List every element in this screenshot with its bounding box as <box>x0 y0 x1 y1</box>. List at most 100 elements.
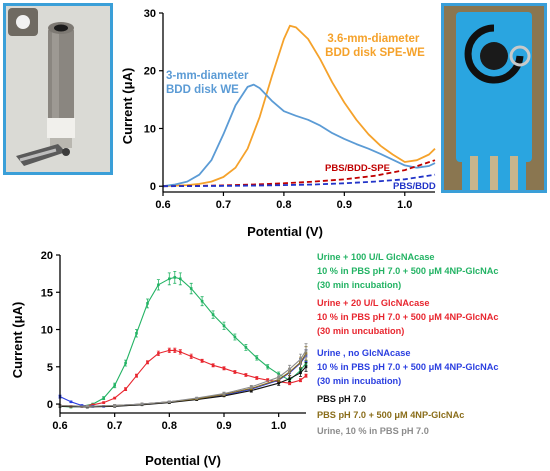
top-x-tick-label: 0.9 <box>337 199 352 211</box>
bottom-y-tick-label: 10 <box>41 325 53 337</box>
bottom-series-5-point <box>277 375 280 379</box>
bottom-series-2-point <box>80 404 84 407</box>
legend-100u-line1: Urine + 100 U/L GlcNAcase <box>317 252 435 262</box>
bottom-chart-y-axis-title: Current (μA) <box>10 302 25 379</box>
bottom-series-line-0 <box>59 276 307 408</box>
bottom-series-1-point <box>299 378 302 382</box>
legend-100u-line2: 10 % in PBS pH 7.0 + 500 μM 4NP-GlcNAc <box>317 266 499 276</box>
bottom-series-0-point <box>211 313 215 316</box>
bottom-series-1-point <box>124 387 127 391</box>
legend-entry-pbs-substrate: PBS pH 7.0 + 500 μM 4NP-GlcNAc <box>317 410 464 420</box>
bottom-series-0-point <box>157 283 160 287</box>
bottom-series-0-point <box>135 332 138 335</box>
bottom-series-1-point <box>173 349 177 352</box>
bottom-series-1-point <box>91 403 95 407</box>
top-y-tick-label: 20 <box>144 66 156 78</box>
bottom-series-5-point <box>299 358 302 361</box>
top-x-tick-label: 0.8 <box>276 199 291 211</box>
bottom-series-1-point <box>113 396 116 400</box>
bottom-series-5-point <box>222 392 226 395</box>
annotation-spe-we: 3.6-mm-diameter BDD disk SPE-WE <box>325 33 425 59</box>
bottom-series-5-point <box>195 396 198 400</box>
bottom-series-0-point <box>189 287 193 290</box>
bottom-series-line-5 <box>59 350 307 407</box>
bottom-series-1-point <box>233 370 237 374</box>
legend-no-enzyme-line2: 10 % in PBS pH 7.0 + 500 μM 4NP-GlcNAc <box>317 362 499 372</box>
bottom-series-3-point <box>299 371 302 375</box>
bottom-series-0-point <box>113 384 116 387</box>
bottom-y-tick-label: 0 <box>47 399 53 411</box>
annotation-bdd-we-line1: 3-mm-diameter <box>166 70 249 82</box>
legend-100u-line3: (30 min incubation) <box>317 280 401 290</box>
bottom-series-0-point <box>124 361 127 365</box>
annotation-bdd-we-line2: BDD disk WE <box>166 84 239 96</box>
bottom-series-0-point <box>146 302 149 305</box>
bottom-chart-series-group <box>58 271 308 409</box>
bottom-y-tick-label: 20 <box>41 250 53 262</box>
legend-20u-line2: 10 % in PBS pH 7.0 + 500 μM 4NP-GlcNAc <box>317 312 499 322</box>
top-y-tick-label: 30 <box>144 8 156 20</box>
annotation-pbs-bdd-spe: PBS/BDD-SPE <box>325 163 390 174</box>
legend-entry-20u: Urine + 20 U/L GlcNAcase 10 % in PBS pH … <box>317 298 501 336</box>
bottom-x-tick-label: 0.8 <box>162 420 177 432</box>
bottom-series-1-point <box>168 349 171 352</box>
bottom-series-5-point <box>250 385 253 389</box>
bottom-series-0-point <box>168 277 171 281</box>
annotation-spe-we-line1: 3.6-mm-diameter <box>327 33 420 45</box>
top-chart-series-group <box>162 24 436 188</box>
legend-no-enzyme-line1: Urine , no GlcNAcase <box>317 348 410 358</box>
bottom-x-tick-label: 0.7 <box>107 420 122 432</box>
bottom-series-1-point <box>179 350 182 354</box>
bottom-series-0-point <box>200 299 204 303</box>
top-x-tick-label: 0.7 <box>216 199 231 211</box>
bottom-series-3-point <box>277 381 280 385</box>
bottom-series-0-point <box>173 276 177 279</box>
top-chart: 0.6 0.7 0.8 0.9 1.0 0 10 20 30 Potential (V) Cur… <box>120 8 436 239</box>
bottom-series-1-point <box>157 352 160 355</box>
bottom-x-tick-label: 1.0 <box>271 420 286 432</box>
legend-20u-line1: Urine + 20 U/L GlcNAcase <box>317 298 429 308</box>
annotation-spe-we-line2: BDD disk SPE-WE <box>325 47 425 59</box>
bottom-series-1-point <box>189 355 193 358</box>
electrode-photo-left <box>3 3 113 175</box>
annotation-pbs-bdd: PBS/BDD <box>393 181 436 192</box>
top-x-tick-label: 1.0 <box>397 199 412 211</box>
electrode-photo-right <box>441 3 547 193</box>
annotation-bdd-we: 3-mm-diameter BDD disk WE <box>166 70 252 96</box>
legend-entry-100u: Urine + 100 U/L GlcNAcase 10 % in PBS pH… <box>317 252 501 290</box>
bottom-chart: 0.6 0.7 0.8 0.9 1.0 0 5 10 15 20 Potential (V) Cu… <box>10 250 501 468</box>
bottom-series-0-point <box>244 346 248 349</box>
bottom-series-3-point <box>250 389 253 392</box>
bottom-series-3-point <box>288 377 291 380</box>
bottom-series-5-point <box>86 405 89 408</box>
bottom-series-0-point <box>179 277 182 281</box>
bottom-series-1-point <box>102 401 105 404</box>
bottom-series-1-point <box>146 361 149 364</box>
legend-entry-urine-pbs: Urine, 10 % in PBS pH 7.0 <box>317 426 429 436</box>
bottom-series-0-point <box>266 365 269 369</box>
bottom-series-2-point <box>69 400 73 404</box>
top-x-tick-label: 0.6 <box>155 199 170 211</box>
bottom-series-0-point <box>277 372 280 376</box>
bottom-series-0-point <box>233 335 237 339</box>
bottom-chart-axes: 0.6 0.7 0.8 0.9 1.0 0 5 10 15 20 <box>41 250 306 432</box>
bottom-series-0-point <box>222 324 226 328</box>
bottom-x-tick-label: 0.9 <box>216 420 231 432</box>
top-series-line-0 <box>162 24 436 188</box>
bottom-y-tick-label: 15 <box>41 287 53 299</box>
legend-no-enzyme-line3: (30 min incubation) <box>317 376 401 386</box>
bottom-series-1-point <box>200 359 204 363</box>
bottom-series-1-point <box>266 378 269 382</box>
bottom-series-5-point <box>113 404 116 407</box>
bottom-x-tick-label: 0.6 <box>52 420 67 432</box>
top-series-line-1 <box>162 83 436 188</box>
bottom-series-1-point <box>211 364 215 367</box>
bottom-series-line-3 <box>59 366 307 408</box>
bottom-series-1-point <box>255 376 259 380</box>
top-chart-axes: 0.6 0.7 0.8 0.9 1.0 0 10 20 30 <box>144 8 435 211</box>
top-chart-y-axis-title: Current (μA) <box>120 68 135 145</box>
bottom-series-5-point <box>140 402 144 406</box>
bottom-series-5-point <box>288 367 291 371</box>
bottom-series-5-point <box>304 349 308 352</box>
bottom-series-5-point <box>168 400 171 404</box>
